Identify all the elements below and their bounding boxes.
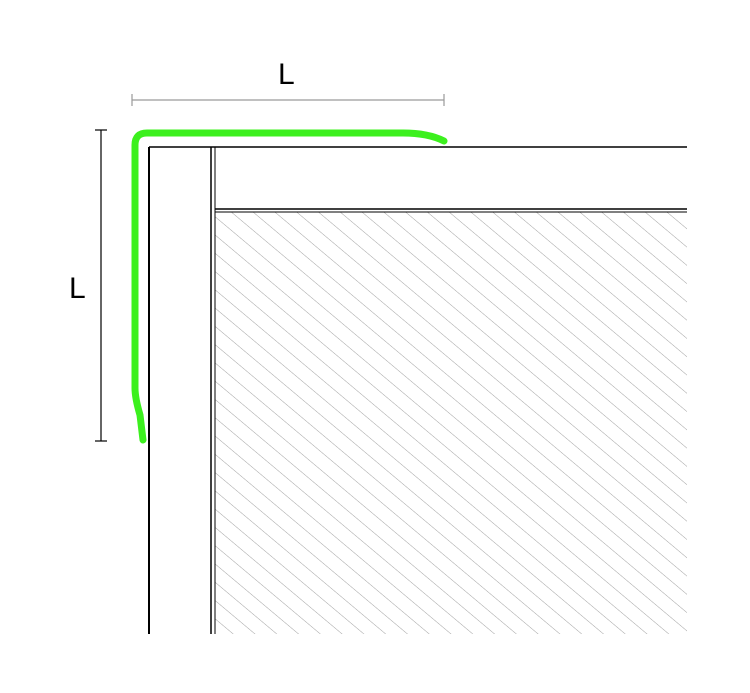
l-shaped-edge-trim-profile — [131, 129, 448, 444]
horizontal-dimension-label: L — [278, 58, 295, 91]
dimension-lines — [131, 94, 445, 106]
vertical-dimension — [95, 129, 107, 442]
wall-section — [148, 146, 687, 634]
vertical-dimension-label: L — [69, 272, 86, 305]
hatched-substrate — [215, 212, 687, 634]
